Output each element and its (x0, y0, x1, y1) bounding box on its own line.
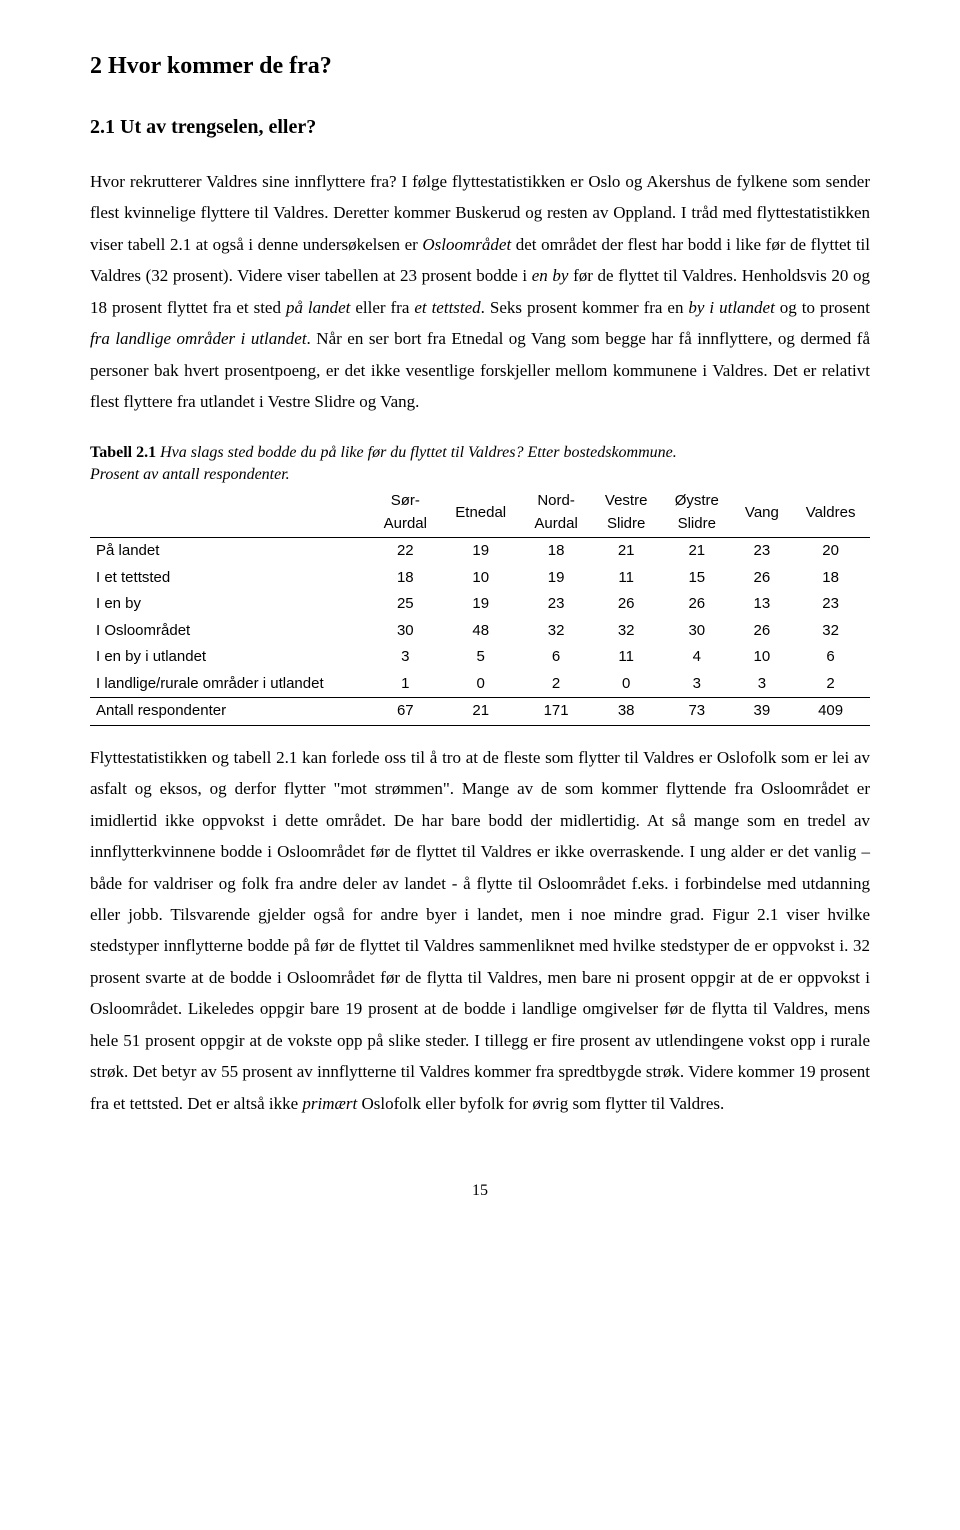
cell: 13 (733, 591, 792, 618)
cell: 39 (733, 698, 792, 726)
cell: 21 (441, 698, 521, 726)
row-label: I Osloområdet (90, 618, 370, 645)
text-italic: Osloområdet (422, 235, 511, 254)
cell: 38 (591, 698, 661, 726)
cell: 23 (791, 591, 870, 618)
text-italic: fra landlige områder i utlandet (90, 329, 307, 348)
cell: 18 (370, 565, 441, 592)
caption-text: Hva slags sted bodde du på like før du f… (156, 444, 677, 461)
table-footer-row: Antall respondenter6721171387339409 (90, 698, 870, 726)
cell: 11 (591, 565, 661, 592)
cell: 30 (661, 618, 733, 645)
text-italic: primært (302, 1094, 357, 1113)
cell: 48 (441, 618, 521, 645)
text: eller fra (350, 298, 414, 317)
cell: 18 (521, 538, 592, 565)
row-label: Antall respondenter (90, 698, 370, 726)
row-label: I landlige/rurale områder i utlandet (90, 671, 370, 698)
table-row: I en by i utlandet356114106 (90, 644, 870, 671)
table-header-cell: ØystreSlidre (661, 488, 733, 538)
cell: 15 (661, 565, 733, 592)
row-label: I et tettsted (90, 565, 370, 592)
page-number: 15 (90, 1179, 870, 1203)
cell: 19 (441, 538, 521, 565)
text-italic: en by (532, 266, 569, 285)
cell: 3 (661, 671, 733, 698)
section-heading: 2.1 Ut av trengselen, eller? (90, 112, 870, 142)
cell: 25 (370, 591, 441, 618)
table-row: I Osloområdet30483232302632 (90, 618, 870, 645)
cell: 19 (441, 591, 521, 618)
row-label: I en by (90, 591, 370, 618)
cell: 26 (661, 591, 733, 618)
paragraph-2: Flyttestatistikken og tabell 2.1 kan for… (90, 742, 870, 1119)
cell: 171 (521, 698, 592, 726)
text: og to prosent (775, 298, 870, 317)
cell: 21 (591, 538, 661, 565)
table-header-cell: Nord-Aurdal (521, 488, 592, 538)
cell: 409 (791, 698, 870, 726)
cell: 11 (591, 644, 661, 671)
text-italic: på landet (286, 298, 350, 317)
cell: 23 (733, 538, 792, 565)
cell: 26 (733, 565, 792, 592)
text: . Seks prosent kommer fra en (481, 298, 689, 317)
cell: 2 (521, 671, 592, 698)
cell: 6 (521, 644, 592, 671)
cell: 21 (661, 538, 733, 565)
table-caption: Tabell 2.1 Hva slags sted bodde du på li… (90, 442, 870, 487)
text: Flyttestatistikken og tabell 2.1 kan for… (90, 748, 870, 1113)
table-row: I en by25192326261323 (90, 591, 870, 618)
row-label: På landet (90, 538, 370, 565)
cell: 6 (791, 644, 870, 671)
paragraph-1: Hvor rekrutterer Valdres sine innflytter… (90, 166, 870, 418)
table-header-cell: Etnedal (441, 488, 521, 538)
cell: 0 (441, 671, 521, 698)
table-row: I et tettsted18101911152618 (90, 565, 870, 592)
cell: 4 (661, 644, 733, 671)
table-header-row: Sør-Aurdal Etnedal Nord-Aurdal VestreSli… (90, 488, 870, 538)
text-italic: et tettsted (414, 298, 480, 317)
cell: 2 (791, 671, 870, 698)
table-row: I landlige/rurale områder i utlandet1020… (90, 671, 870, 698)
cell: 32 (521, 618, 592, 645)
table-header-cell: Vang (733, 488, 792, 538)
cell: 3 (733, 671, 792, 698)
cell: 73 (661, 698, 733, 726)
cell: 23 (521, 591, 592, 618)
cell: 19 (521, 565, 592, 592)
table-header-cell (90, 488, 370, 538)
caption-text: Prosent av antall respondenter. (90, 466, 290, 483)
row-label: I en by i utlandet (90, 644, 370, 671)
cell: 18 (791, 565, 870, 592)
caption-label: Tabell 2.1 (90, 444, 156, 461)
cell: 3 (370, 644, 441, 671)
cell: 32 (591, 618, 661, 645)
table-row: På landet22191821212320 (90, 538, 870, 565)
chapter-heading: 2 Hvor kommer de fra? (90, 48, 870, 84)
cell: 67 (370, 698, 441, 726)
cell: 10 (441, 565, 521, 592)
cell: 5 (441, 644, 521, 671)
cell: 0 (591, 671, 661, 698)
data-table: Sør-Aurdal Etnedal Nord-Aurdal VestreSli… (90, 488, 870, 726)
cell: 32 (791, 618, 870, 645)
text-italic: by i utlandet (688, 298, 774, 317)
table-header-cell: Valdres (791, 488, 870, 538)
cell: 10 (733, 644, 792, 671)
cell: 26 (591, 591, 661, 618)
cell: 1 (370, 671, 441, 698)
table-header-cell: Sør-Aurdal (370, 488, 441, 538)
cell: 22 (370, 538, 441, 565)
text: Oslofolk eller byfolk for øvrig som flyt… (357, 1094, 724, 1113)
table-header-cell: VestreSlidre (591, 488, 661, 538)
cell: 20 (791, 538, 870, 565)
cell: 26 (733, 618, 792, 645)
cell: 30 (370, 618, 441, 645)
